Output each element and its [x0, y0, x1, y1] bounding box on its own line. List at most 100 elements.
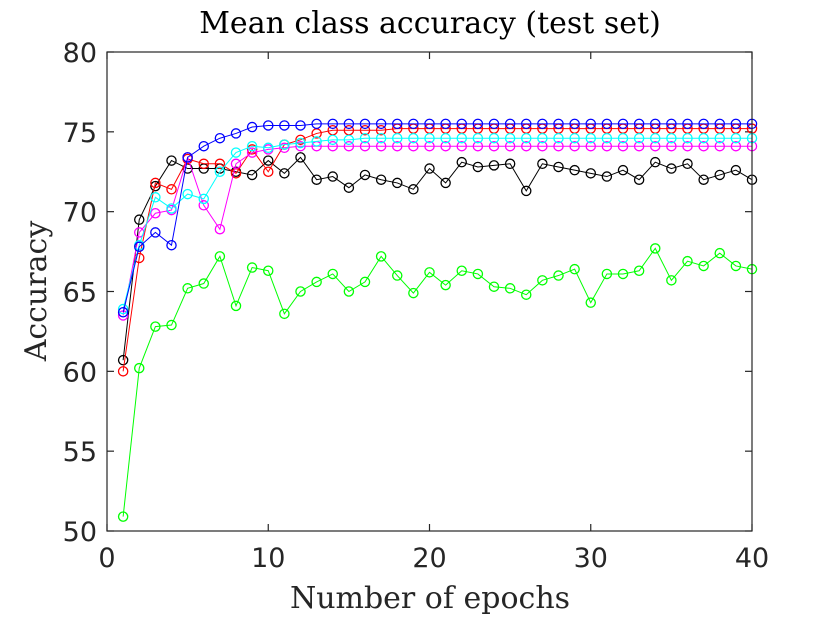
data-point-magenta: [279, 142, 290, 154]
data-point-green: [150, 321, 161, 332]
data-point-cyan: [424, 132, 435, 144]
y-tick-label: 80: [63, 38, 97, 69]
data-point-cyan: [262, 142, 274, 154]
y-axis-label: Accuracy: [19, 221, 54, 363]
data-point-black: [424, 163, 435, 174]
data-point-cyan: [569, 132, 580, 144]
data-point-blue: [617, 118, 629, 130]
data-point-green: [488, 281, 500, 292]
x-tick-label: 10: [251, 543, 285, 574]
data-point-blue: [359, 118, 371, 130]
data-point-black: [440, 177, 451, 189]
data-point-blue: [714, 118, 726, 130]
data-point-cyan: [650, 132, 661, 144]
data-point-cyan: [214, 166, 226, 177]
data-point-black: [601, 171, 613, 182]
data-point-red: [150, 177, 161, 189]
x-tick-label: 0: [98, 543, 115, 574]
data-point-blue: [633, 118, 645, 130]
data-point-black: [698, 174, 709, 185]
data-point-cyan: [166, 203, 177, 214]
data-point-green: [166, 319, 177, 331]
x-tick-label: 20: [412, 543, 446, 574]
data-point-red: [359, 124, 371, 136]
data-point-magenta: [440, 140, 451, 152]
data-point-blue: [391, 118, 403, 130]
y-tick-label: 75: [63, 118, 97, 149]
data-point-black: [391, 177, 403, 189]
data-point-cyan: [279, 139, 290, 150]
data-point-cyan: [327, 134, 338, 146]
data-point-blue: [488, 118, 500, 130]
series-blue: [117, 118, 758, 318]
data-point-green: [295, 286, 306, 297]
data-point-green: [601, 268, 613, 280]
data-point-green: [198, 278, 209, 289]
data-point-red: [375, 124, 387, 136]
data-point-magenta: [391, 140, 403, 152]
series-line-red: [122, 128, 752, 372]
data-point-magenta: [359, 140, 371, 152]
data-point-black: [375, 174, 387, 185]
data-point-cyan: [456, 132, 467, 144]
data-point-magenta: [504, 140, 516, 152]
data-point-blue: [698, 118, 709, 130]
data-point-cyan: [488, 132, 500, 144]
data-point-green: [553, 270, 564, 281]
data-point-black: [504, 158, 516, 170]
data-point-magenta: [633, 140, 645, 152]
data-point-cyan: [633, 132, 645, 144]
data-point-red: [117, 366, 129, 377]
data-point-green: [230, 300, 242, 312]
data-point-magenta: [553, 140, 564, 152]
data-point-blue: [440, 118, 451, 130]
data-point-magenta: [214, 223, 226, 235]
data-point-green: [633, 265, 645, 276]
data-point-green: [440, 279, 451, 291]
data-point-blue: [408, 118, 419, 130]
data-point-black: [569, 164, 580, 176]
data-point-magenta: [698, 140, 709, 152]
data-point-cyan: [311, 136, 322, 147]
data-point-magenta: [617, 140, 629, 152]
series-magenta: [117, 140, 758, 321]
data-point-red: [246, 144, 258, 155]
data-point-blue: [198, 140, 209, 152]
data-point-cyan: [359, 132, 371, 144]
data-point-black: [343, 182, 355, 193]
data-point-green: [359, 276, 371, 288]
data-point-black: [279, 168, 290, 179]
data-point-green: [456, 265, 467, 276]
y-tick-label: 55: [63, 437, 97, 468]
data-point-black: [617, 164, 629, 176]
data-point-cyan: [585, 132, 597, 144]
data-point-green: [617, 268, 629, 280]
data-point-blue: [553, 118, 564, 130]
data-point-black: [537, 158, 548, 170]
data-point-black: [408, 184, 419, 195]
data-point-magenta: [730, 140, 742, 152]
data-point-magenta: [488, 140, 500, 152]
data-point-magenta: [472, 140, 484, 152]
data-point-blue: [327, 118, 338, 130]
data-point-cyan: [472, 132, 484, 144]
data-point-cyan: [230, 147, 242, 158]
data-point-black: [714, 169, 726, 181]
series-line-cyan: [122, 137, 752, 310]
data-point-green: [504, 283, 516, 294]
data-point-black: [246, 169, 258, 181]
data-point-black: [553, 161, 564, 173]
data-point-magenta: [198, 200, 209, 211]
x-tick-label: 30: [574, 543, 608, 574]
data-point-magenta: [714, 140, 726, 152]
data-point-cyan: [440, 132, 451, 144]
data-point-cyan: [714, 132, 726, 144]
data-point-blue: [262, 120, 274, 131]
data-point-blue: [682, 118, 693, 130]
data-point-cyan: [391, 132, 403, 144]
data-point-red: [262, 166, 274, 177]
y-tick-label: 70: [63, 198, 97, 229]
data-point-black: [650, 156, 661, 168]
data-point-black: [585, 168, 597, 179]
